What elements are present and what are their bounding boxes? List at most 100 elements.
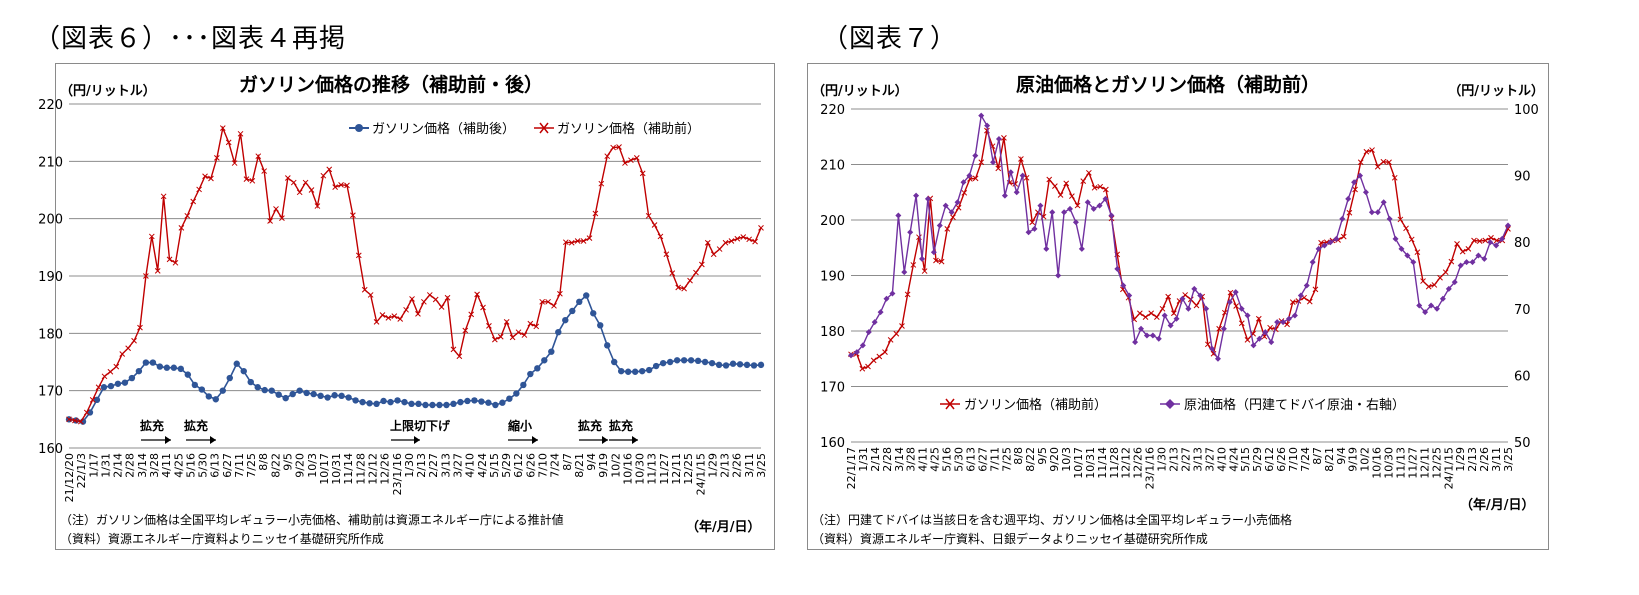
data-point bbox=[1256, 335, 1263, 342]
data-point bbox=[659, 359, 667, 367]
x-tick-label: 11/27 bbox=[1406, 447, 1419, 479]
data-point bbox=[172, 259, 179, 266]
series-group bbox=[65, 125, 765, 425]
data-point bbox=[663, 251, 670, 258]
data-point bbox=[1286, 315, 1292, 322]
data-point bbox=[1191, 285, 1198, 292]
data-point bbox=[226, 374, 233, 382]
series-x bbox=[848, 127, 1511, 372]
data-point bbox=[904, 291, 911, 298]
x-tick-label: 1/17 bbox=[87, 453, 100, 478]
x-tick-label: 12/25 bbox=[682, 453, 695, 485]
data-point bbox=[1091, 184, 1098, 191]
x-tick-label: 2/13 bbox=[1168, 447, 1181, 472]
data-point bbox=[1431, 282, 1438, 288]
legend-marker-gasoline bbox=[945, 398, 955, 410]
data-point bbox=[1391, 174, 1398, 181]
data-point bbox=[1179, 295, 1186, 302]
x-tick-label: 2/26 bbox=[731, 453, 744, 478]
x-tick-label: 5/15 bbox=[488, 453, 501, 478]
data-point bbox=[403, 306, 409, 313]
data-point bbox=[438, 304, 445, 310]
data-point bbox=[149, 359, 157, 366]
annotation-shukusho: 縮小 bbox=[508, 418, 532, 433]
data-point bbox=[170, 364, 178, 371]
data-point bbox=[527, 370, 534, 378]
x-tick-label: 12/25 bbox=[1430, 447, 1443, 479]
y2-tick-label: 80 bbox=[1514, 236, 1531, 251]
x-tick-label: 4/24 bbox=[476, 453, 489, 478]
data-point bbox=[1309, 259, 1316, 266]
data-point bbox=[1352, 186, 1358, 193]
data-point bbox=[1312, 286, 1319, 293]
data-point bbox=[1437, 274, 1443, 281]
y-axis-ticks-right: 50 60 70 80 90 100 bbox=[1514, 103, 1539, 451]
data-point bbox=[604, 153, 611, 160]
y-axis-ticks-left: 160 170 180 190 200 210 220 bbox=[820, 103, 845, 451]
data-point bbox=[1057, 192, 1064, 198]
x-tick-label: 9/20 bbox=[1048, 447, 1061, 472]
data-point bbox=[247, 378, 254, 386]
x-tick-label: 9/19 bbox=[1347, 447, 1360, 472]
data-point bbox=[1102, 195, 1109, 202]
x-tick-label: 9/4 bbox=[1335, 447, 1348, 465]
y-axis-unit: （円/リットル） bbox=[60, 83, 156, 99]
data-point bbox=[942, 202, 949, 209]
data-point bbox=[592, 210, 599, 217]
x-tick-label: 10/17 bbox=[1072, 447, 1085, 479]
data-point bbox=[275, 391, 282, 398]
data-point bbox=[426, 292, 433, 298]
data-point bbox=[995, 165, 1002, 172]
data-point bbox=[1321, 242, 1328, 249]
y-tick-label: 160 bbox=[38, 442, 63, 457]
legend-label-crude: 原油価格（円建てドバイ原油・右軸） bbox=[1184, 397, 1405, 413]
data-point bbox=[1448, 258, 1455, 265]
data-point bbox=[499, 399, 506, 406]
data-point bbox=[89, 396, 96, 403]
x-tick-label: 4/25 bbox=[172, 453, 185, 478]
data-point bbox=[1232, 289, 1239, 296]
data-point bbox=[177, 365, 185, 373]
data-point bbox=[1120, 282, 1127, 289]
data-point bbox=[492, 401, 499, 409]
x-tick-label: 3/11 bbox=[743, 453, 756, 478]
data-point bbox=[1182, 292, 1189, 298]
data-point bbox=[740, 234, 747, 240]
data-point bbox=[421, 298, 427, 305]
legend-marker-before bbox=[539, 122, 549, 134]
data-point bbox=[1392, 235, 1399, 242]
data-point bbox=[1386, 215, 1393, 222]
x-tick-label: 3/13 bbox=[439, 453, 452, 478]
data-point bbox=[1475, 252, 1482, 259]
x-tick-label: 10/31 bbox=[330, 453, 343, 485]
series-line bbox=[68, 125, 762, 423]
data-point bbox=[1442, 269, 1449, 276]
data-point bbox=[219, 125, 226, 131]
data-point bbox=[1289, 299, 1296, 305]
x-tick-label: 3/25 bbox=[755, 453, 768, 478]
y2-tick-label: 60 bbox=[1514, 369, 1531, 384]
data-point bbox=[1143, 332, 1150, 339]
data-point bbox=[557, 290, 563, 297]
data-point bbox=[598, 180, 605, 187]
data-point bbox=[1019, 172, 1026, 179]
data-point bbox=[1262, 329, 1269, 336]
y-tick-label: 170 bbox=[38, 385, 63, 400]
data-point bbox=[1244, 337, 1251, 343]
data-point bbox=[1209, 345, 1216, 352]
x-tick-label: 1/31 bbox=[99, 453, 112, 478]
x-tick-label: 4/11 bbox=[160, 453, 173, 478]
data-point bbox=[562, 239, 569, 246]
data-point bbox=[296, 387, 303, 394]
data-point bbox=[1025, 229, 1032, 236]
data-point bbox=[704, 239, 711, 246]
data-point bbox=[955, 204, 962, 211]
data-point bbox=[708, 359, 716, 367]
data-point bbox=[1001, 135, 1007, 141]
data-point bbox=[249, 177, 256, 184]
x-tick-label: 4/10 bbox=[464, 453, 477, 478]
data-point bbox=[1404, 252, 1411, 259]
data-point bbox=[944, 226, 951, 232]
data-point bbox=[198, 386, 206, 393]
data-point bbox=[352, 397, 359, 404]
